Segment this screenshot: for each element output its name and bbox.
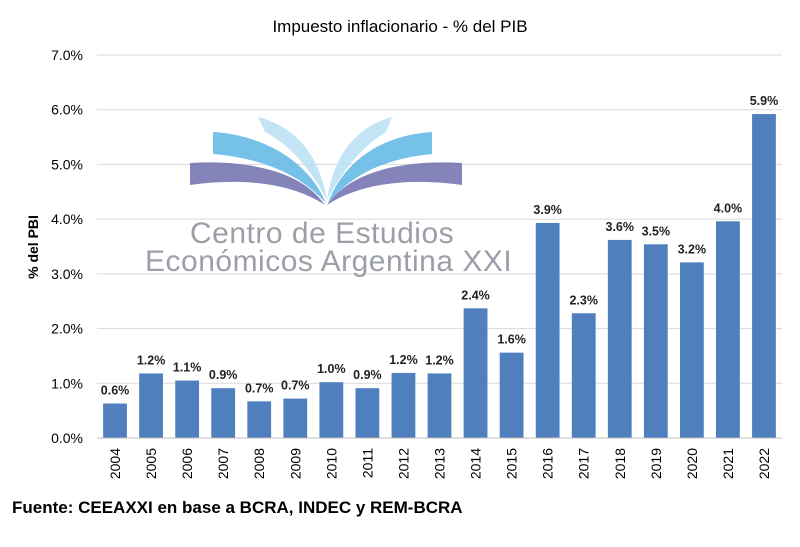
x-axis-ticks: 2004 2005 2006 2007 2008 2009 2010 2011 2012 2013… xyxy=(107,448,772,479)
x-tick-label-2014: 2014 xyxy=(468,448,484,479)
x-tick-label-2010: 2010 xyxy=(323,448,339,479)
data-label-2010: 1.0% xyxy=(317,362,346,376)
bar-2014 xyxy=(463,308,488,438)
logo-arc-outer-left xyxy=(190,162,325,205)
bar-2013 xyxy=(427,373,452,438)
x-tick-label-2021: 2021 xyxy=(720,448,736,479)
data-label-2021: 4.0% xyxy=(714,201,743,215)
watermark-line-2: Económicos Argentina XXI xyxy=(145,245,512,278)
watermark-line-1: Centro de Estudios xyxy=(190,217,454,250)
data-label-2009: 0.7% xyxy=(281,379,310,393)
bar-2018 xyxy=(607,239,632,438)
x-tick-label-2012: 2012 xyxy=(395,448,411,479)
data-label-2014: 2.4% xyxy=(461,288,490,302)
watermark-logo: Centro de Estudios Económicos Argentina … xyxy=(145,117,512,278)
y-tick-label: 7.0% xyxy=(51,47,83,63)
x-tick-label-2009: 2009 xyxy=(287,448,303,479)
bar-2017 xyxy=(571,313,596,438)
x-tick-label-2011: 2011 xyxy=(359,448,375,478)
bar-2010 xyxy=(319,382,344,438)
y-tick-label: 0.0% xyxy=(51,430,83,446)
data-label-2019: 3.5% xyxy=(642,224,671,238)
bar-2021 xyxy=(716,221,740,438)
data-label-2007: 0.9% xyxy=(209,368,238,382)
x-tick-label-2007: 2007 xyxy=(215,448,231,479)
y-tick-label: 4.0% xyxy=(51,211,83,227)
x-tick-label-2013: 2013 xyxy=(432,448,448,479)
data-label-2017: 2.3% xyxy=(569,293,598,307)
data-label-2013: 1.2% xyxy=(425,353,454,367)
data-label-2016: 3.9% xyxy=(533,203,562,217)
bar-2007 xyxy=(211,388,236,438)
data-label-2018: 3.6% xyxy=(606,220,635,234)
logo-arc-mid-left xyxy=(213,132,326,203)
data-label-2022: 5.9% xyxy=(750,94,779,108)
data-label-2005: 1.2% xyxy=(137,353,166,367)
x-tick-label-2018: 2018 xyxy=(612,448,628,479)
y-tick-label: 5.0% xyxy=(51,156,83,172)
data-labels: 0.6% 1.2% 1.1% 0.9% 0.7% 0.7% 1.0% 0.9% 1.2% 1.2%… xyxy=(101,94,778,397)
bar-2016 xyxy=(535,222,560,438)
x-tick-label-2017: 2017 xyxy=(576,448,592,479)
x-tick-label-2006: 2006 xyxy=(179,448,195,479)
bar-2022 xyxy=(752,114,776,438)
chart-title: Impuesto inflacionario - % del PIB xyxy=(272,17,527,36)
x-tick-label-2022: 2022 xyxy=(756,448,772,479)
y-axis-title: % del PBI xyxy=(25,215,41,279)
y-tick-label: 1.0% xyxy=(51,375,83,391)
data-label-2020: 3.2% xyxy=(678,242,707,256)
logo-arc-outer-right xyxy=(327,162,462,205)
y-tick-label: 2.0% xyxy=(51,321,83,337)
x-tick-label-2019: 2019 xyxy=(648,448,664,479)
bar-2009 xyxy=(283,398,308,438)
x-tick-label-2016: 2016 xyxy=(540,448,556,479)
y-tick-label: 3.0% xyxy=(51,266,83,282)
logo-arc-inner-left xyxy=(258,117,327,200)
data-label-2006: 1.1% xyxy=(173,361,202,375)
bar-2020 xyxy=(679,262,704,438)
x-tick-label-2005: 2005 xyxy=(143,448,159,479)
bars xyxy=(103,114,776,438)
bar-2004 xyxy=(103,403,127,438)
source-footnote: Fuente: CEEAXXI en base a BCRA, INDEC y … xyxy=(12,498,463,517)
x-tick-label-2015: 2015 xyxy=(504,448,520,479)
data-label-2015: 1.6% xyxy=(497,333,526,347)
x-tick-label-2020: 2020 xyxy=(684,448,700,479)
bar-2008 xyxy=(247,401,272,438)
x-tick-label-2008: 2008 xyxy=(251,448,267,479)
logo-arc-mid-right xyxy=(328,132,432,203)
y-axis-ticks: 0.0% 1.0% 2.0% 3.0% 4.0% 5.0% 6.0% 7.0% xyxy=(51,47,83,446)
bar-2015 xyxy=(499,352,524,438)
bar-2006 xyxy=(175,380,200,438)
logo-arc-inner-right xyxy=(327,117,392,200)
y-tick-label: 6.0% xyxy=(51,102,83,118)
bar-2011 xyxy=(355,388,380,438)
data-label-2011: 0.9% xyxy=(353,368,382,382)
data-label-2004: 0.6% xyxy=(101,384,130,398)
bar-2012 xyxy=(391,372,416,438)
data-label-2012: 1.2% xyxy=(389,353,418,367)
bar-2019 xyxy=(643,244,668,438)
bar-2005 xyxy=(139,373,163,438)
data-label-2008: 0.7% xyxy=(245,381,274,395)
x-tick-label-2004: 2004 xyxy=(107,448,123,479)
